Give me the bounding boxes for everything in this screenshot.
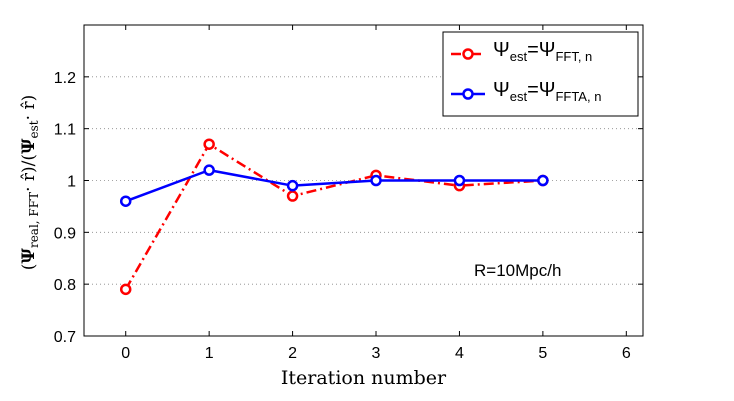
data-point-1 — [119, 195, 132, 207]
series-layer — [119, 138, 549, 296]
x-tick-label: 2 — [288, 345, 297, 362]
x-tick-label: 5 — [538, 345, 547, 362]
series-line-1 — [125, 168, 543, 203]
legend-label-ffta: Ψest=ΨFFTA, n — [493, 79, 601, 104]
legend-entry-fft: Ψest=ΨFFT, n — [451, 39, 592, 64]
data-point-1 — [370, 174, 382, 187]
data-point-0 — [286, 190, 299, 202]
y-axis-label: (Ψreal, FFT· r̂)/(Ψest· r̂) — [19, 95, 41, 270]
x-tick-label: 4 — [455, 345, 464, 362]
x-tick-label: 6 — [622, 345, 631, 362]
series-line-0 — [124, 142, 543, 290]
data-point-1 — [537, 174, 549, 187]
x-axis-label: Iteration number — [281, 367, 447, 389]
y-tick-label: 1.1 — [54, 122, 76, 139]
legend-label-fft: Ψest=ΨFFT, n — [493, 39, 592, 64]
data-point-1 — [203, 164, 215, 176]
legend-entry-ffta: Ψest=ΨFFTA, n — [451, 79, 601, 104]
legend-box — [442, 31, 639, 117]
x-tick-label: 3 — [372, 345, 381, 362]
data-point-1 — [286, 179, 299, 192]
x-tick-label: 0 — [121, 345, 130, 362]
y-tick-label: 0.8 — [54, 277, 76, 294]
radius-annotation: R=10Mpc/h — [474, 261, 561, 280]
tick-layer: 0 1 2 3 4 5 6 0.7 0.8 0.9 1 1.1 1.2 — [54, 25, 643, 362]
y-tick-label: 0.9 — [54, 225, 76, 242]
data-point-0 — [203, 138, 215, 150]
data-point-1 — [453, 174, 466, 187]
y-tick-label: 1.2 — [54, 70, 76, 87]
y-tick-label: 1 — [67, 174, 76, 191]
y-tick-label: 0.7 — [54, 329, 76, 346]
legend: Ψest=ΨFFT, n Ψest=ΨFFTA, n — [442, 31, 639, 117]
legend-marker-fft — [462, 48, 474, 60]
x-tick-label: 1 — [205, 345, 214, 362]
legend-marker-ffta — [462, 88, 474, 100]
data-point-0 — [119, 283, 132, 296]
